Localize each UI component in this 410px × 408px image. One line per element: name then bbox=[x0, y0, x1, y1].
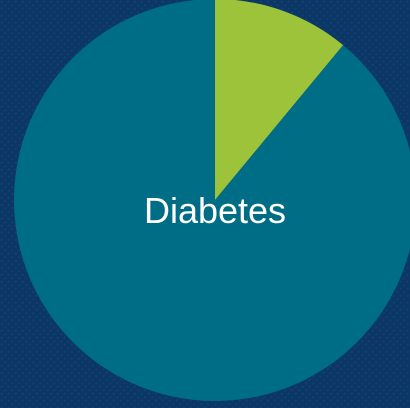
pie-slice-1 bbox=[215, 0, 344, 200]
pie-slices bbox=[13, 0, 410, 401]
center-label: Diabetes bbox=[144, 190, 286, 231]
pie-slice-2 bbox=[13, 0, 410, 401]
